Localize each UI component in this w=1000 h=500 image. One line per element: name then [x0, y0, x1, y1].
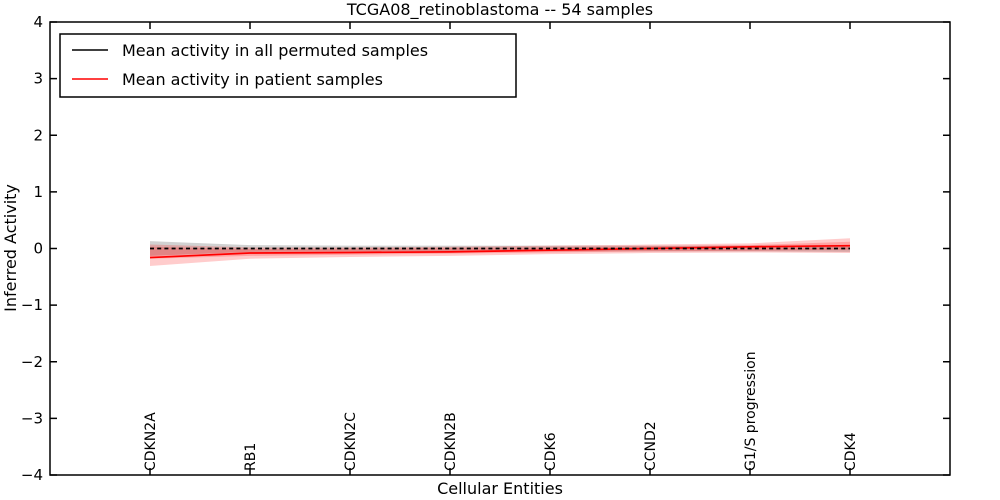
x-category-label: CDK4: [843, 432, 859, 471]
series-lines: [149, 244, 851, 259]
y-tick-label: 0: [33, 240, 43, 258]
x-category-label: CDKN2B: [443, 412, 459, 471]
legend-label-permuted: Mean activity in all permuted samples: [122, 41, 428, 60]
x-category-label: CCND2: [643, 421, 659, 471]
x-category-label: CDK6: [543, 432, 559, 471]
y-tick-label: −2: [21, 353, 43, 371]
permuted-band: [150, 241, 850, 256]
patient-mean-line: [149, 244, 851, 259]
y-tick-label: −4: [21, 466, 43, 484]
x-axis-label: Cellular Entities: [437, 479, 563, 498]
y-tick-label: 1: [33, 183, 43, 201]
x-category-label: RB1: [243, 443, 259, 471]
y-tick-label: 4: [33, 13, 43, 31]
y-tick-label: 3: [33, 70, 43, 88]
patient-band-outer: [150, 238, 850, 267]
x-category-label: G1/S progression: [743, 351, 759, 471]
y-axis-label: Inferred Activity: [1, 184, 20, 312]
chart-title: TCGA08_retinoblastoma -- 54 samples: [346, 0, 653, 20]
y-tick-label: −1: [21, 296, 43, 314]
y-tick-label: −3: [21, 409, 43, 427]
x-category-label: CDKN2A: [143, 412, 159, 471]
legend: Mean activity in all permuted samples Me…: [59, 33, 517, 98]
axis-ticks: [50, 21, 950, 476]
x-category-label: CDKN2C: [343, 412, 359, 471]
legend-box: [59, 33, 517, 98]
legend-label-patient: Mean activity in patient samples: [122, 70, 383, 89]
y-tick-label: 2: [33, 126, 43, 144]
axis-tick-labels: 4 3 2 1 0 −1 −2 −3 −4 CDKN2A RB1 CDKN2C CDKN2B CDK6 CC…: [21, 13, 859, 484]
